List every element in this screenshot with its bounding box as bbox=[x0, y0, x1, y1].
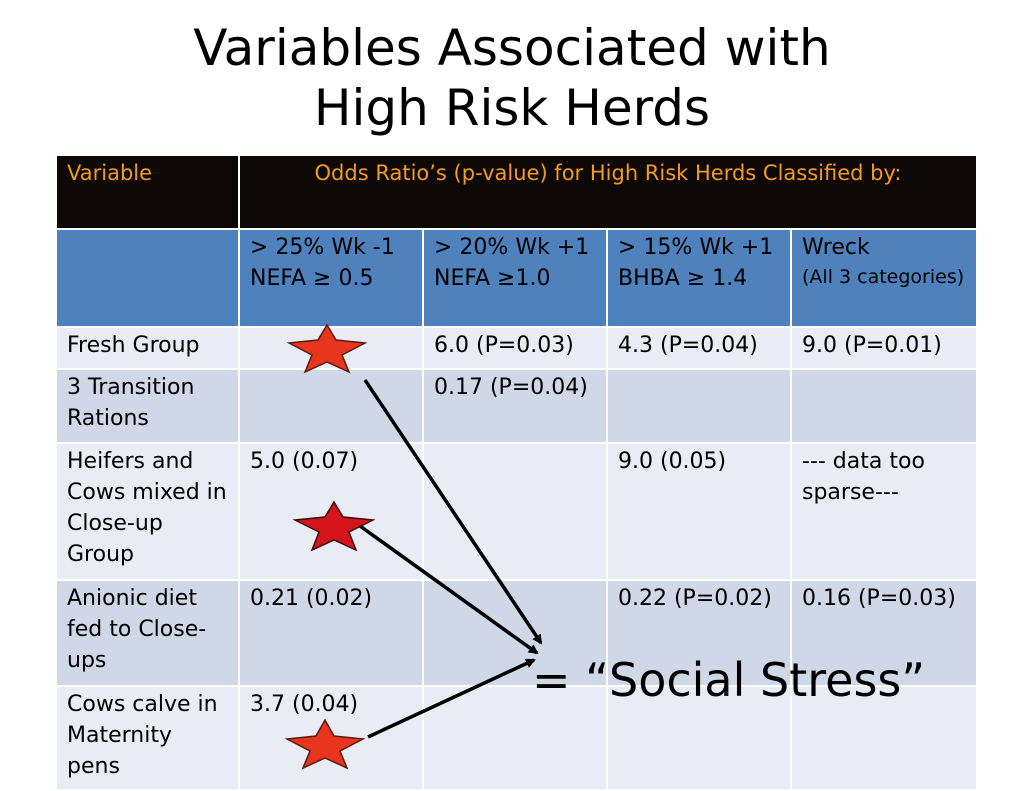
subheader-line: BHBA ≥ 1.4 bbox=[618, 266, 748, 291]
subheader-line: Wreck bbox=[802, 235, 870, 260]
table-header-row: Variable Odds Ratio’s (p-value) for High… bbox=[55, 154, 978, 230]
cell-value bbox=[422, 442, 608, 581]
subheader-wreck: Wreck (All 3 categories) bbox=[790, 228, 978, 328]
subheader-nefa-wk-minus1: > 25% Wk -1 NEFA ≥ 0.5 bbox=[238, 228, 424, 328]
title-line-1: Variables Associated with bbox=[193, 19, 831, 77]
cell-value: 0.22 (P=0.02) bbox=[606, 579, 792, 687]
subheader-line: (All 3 categories) bbox=[802, 266, 965, 288]
subheader-nefa-wk-plus1: > 20% Wk +1 NEFA ≥1.0 bbox=[422, 228, 608, 328]
table-row: 3 Transition Rations 0.17 (P=0.04) bbox=[55, 368, 978, 444]
table-subheader-row: > 25% Wk -1 NEFA ≥ 0.5 > 20% Wk +1 NEFA … bbox=[55, 228, 978, 328]
subheader-blank bbox=[55, 228, 240, 328]
social-stress-label: = “Social Stress” bbox=[532, 653, 926, 707]
cell-value: 9.0 (0.05) bbox=[606, 442, 792, 581]
cell-value bbox=[606, 685, 792, 791]
table-row: Fresh Group 6.0 (P=0.03) 4.3 (P=0.04) 9.… bbox=[55, 326, 978, 370]
cell-value: 0.21 (0.02) bbox=[238, 579, 424, 687]
subheader-bhba-wk-plus1: > 15% Wk +1 BHBA ≥ 1.4 bbox=[606, 228, 792, 328]
cell-value bbox=[606, 368, 792, 444]
cell-value: 6.0 (P=0.03) bbox=[422, 326, 608, 370]
cell-value: 0.16 (P=0.03) bbox=[790, 579, 978, 687]
slide-title: Variables Associated with High Risk Herd… bbox=[0, 18, 1024, 138]
cell-value bbox=[238, 326, 424, 370]
cell-variable: 3 Transition Rations bbox=[55, 368, 240, 444]
cell-value: 3.7 (0.04) bbox=[238, 685, 424, 791]
cell-value: 4.3 (P=0.04) bbox=[606, 326, 792, 370]
subheader-line: > 25% Wk -1 bbox=[250, 235, 395, 260]
cell-variable: Anionic diet fed to Close-ups bbox=[55, 579, 240, 687]
cell-value bbox=[790, 685, 978, 791]
subheader-line: NEFA ≥1.0 bbox=[434, 266, 551, 291]
cell-value: --- data too sparse--- bbox=[790, 442, 978, 581]
cell-value: 5.0 (0.07) bbox=[238, 442, 424, 581]
cell-value: 0.17 (P=0.04) bbox=[422, 368, 608, 444]
header-variable: Variable bbox=[55, 154, 240, 230]
subheader-line: > 15% Wk +1 bbox=[618, 235, 774, 260]
cell-value bbox=[790, 368, 978, 444]
title-line-2: High Risk Herds bbox=[313, 79, 711, 137]
cell-variable: Heifers and Cows mixed in Close-up Group bbox=[55, 442, 240, 581]
cell-variable: Fresh Group bbox=[55, 326, 240, 370]
header-odds-ratio: Odds Ratio’s (p-value) for High Risk Her… bbox=[238, 154, 978, 230]
table-row: Heifers and Cows mixed in Close-up Group… bbox=[55, 442, 978, 581]
cell-value bbox=[238, 368, 424, 444]
cell-value: 9.0 (P=0.01) bbox=[790, 326, 978, 370]
subheader-line: NEFA ≥ 0.5 bbox=[250, 266, 374, 291]
subheader-line: > 20% Wk +1 bbox=[434, 235, 590, 260]
cell-variable: Cows calve in Maternity pens bbox=[55, 685, 240, 791]
